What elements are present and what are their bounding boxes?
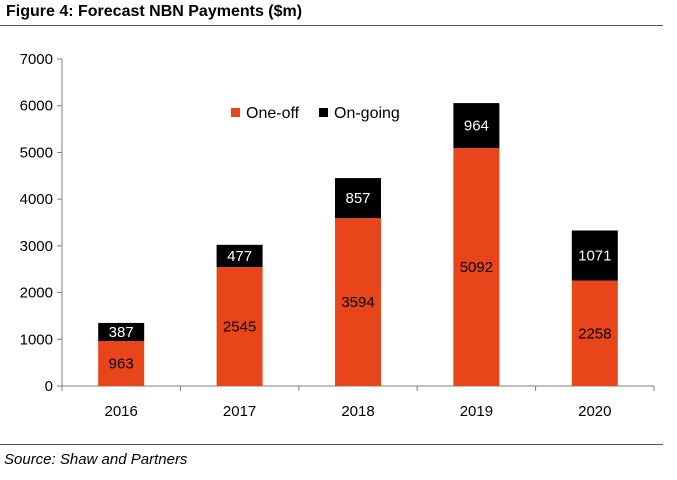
legend-label-on-going: On-going — [334, 105, 400, 122]
y-tick-label: 1000 — [20, 331, 53, 348]
x-tick-label: 2017 — [223, 403, 256, 420]
bar-on-going-2017 — [216, 244, 263, 268]
y-tick-label: 3000 — [20, 238, 53, 255]
x-tick-label: 2019 — [460, 403, 493, 420]
data-label-on-going-2016: 387 — [109, 324, 134, 341]
y-tick-label: 6000 — [20, 98, 53, 115]
data-label-one-off-2020: 2258 — [578, 325, 611, 342]
x-tick-label: 2018 — [341, 403, 374, 420]
y-tick-label: 5000 — [20, 144, 53, 161]
bar-on-going-2018 — [335, 178, 381, 219]
data-label-one-off-2017: 2545 — [223, 319, 256, 336]
y-tick-label: 2000 — [20, 285, 53, 302]
title-divider — [0, 25, 663, 26]
bar-one-off-2020 — [571, 280, 618, 386]
source-note: Source: Shaw and Partners — [4, 451, 188, 468]
data-label-one-off-2018: 3594 — [341, 294, 374, 311]
figure-title: Figure 4: Forecast NBN Payments ($m) — [6, 3, 303, 20]
y-tick-label: 7000 — [20, 51, 53, 68]
bar-on-going-2016 — [98, 322, 145, 342]
y-tick-label: 0 — [45, 378, 53, 395]
source-divider — [0, 444, 663, 445]
data-label-on-going-2020: 1071 — [578, 248, 611, 265]
data-label-one-off-2016: 963 — [109, 356, 134, 373]
data-label-one-off-2019: 5092 — [460, 259, 493, 276]
legend-label-one-off: One-off — [246, 105, 300, 122]
bar-one-off-2017 — [216, 267, 263, 386]
legend-swatch-on-going — [319, 108, 328, 117]
bar-on-going-2019 — [453, 103, 500, 149]
legend-swatch-one-off — [231, 108, 240, 117]
data-label-on-going-2019: 964 — [464, 118, 489, 135]
y-tick-label: 4000 — [20, 191, 53, 208]
x-tick-label: 2020 — [578, 403, 611, 420]
bar-on-going-2020 — [571, 230, 618, 281]
bar-one-off-2016 — [98, 341, 145, 386]
chart-legend: One-off On-going — [231, 105, 400, 122]
data-label-on-going-2018: 857 — [345, 190, 370, 207]
data-label-on-going-2017: 477 — [227, 248, 252, 265]
stacked-bar-chart: 0 1000 2000 3000 4000 5000 6000 7000 2016 2017 201… — [20, 51, 655, 420]
chart-axes: 0 1000 2000 3000 4000 5000 6000 7000 2016 2017 201… — [20, 51, 655, 420]
bar-one-off-2018 — [335, 218, 381, 386]
bar-one-off-2019 — [453, 148, 500, 386]
x-tick-label: 2016 — [105, 403, 138, 420]
chart-bars: 963 387 2545 477 3594 857 5092 964 2258 1071 — [98, 103, 618, 386]
